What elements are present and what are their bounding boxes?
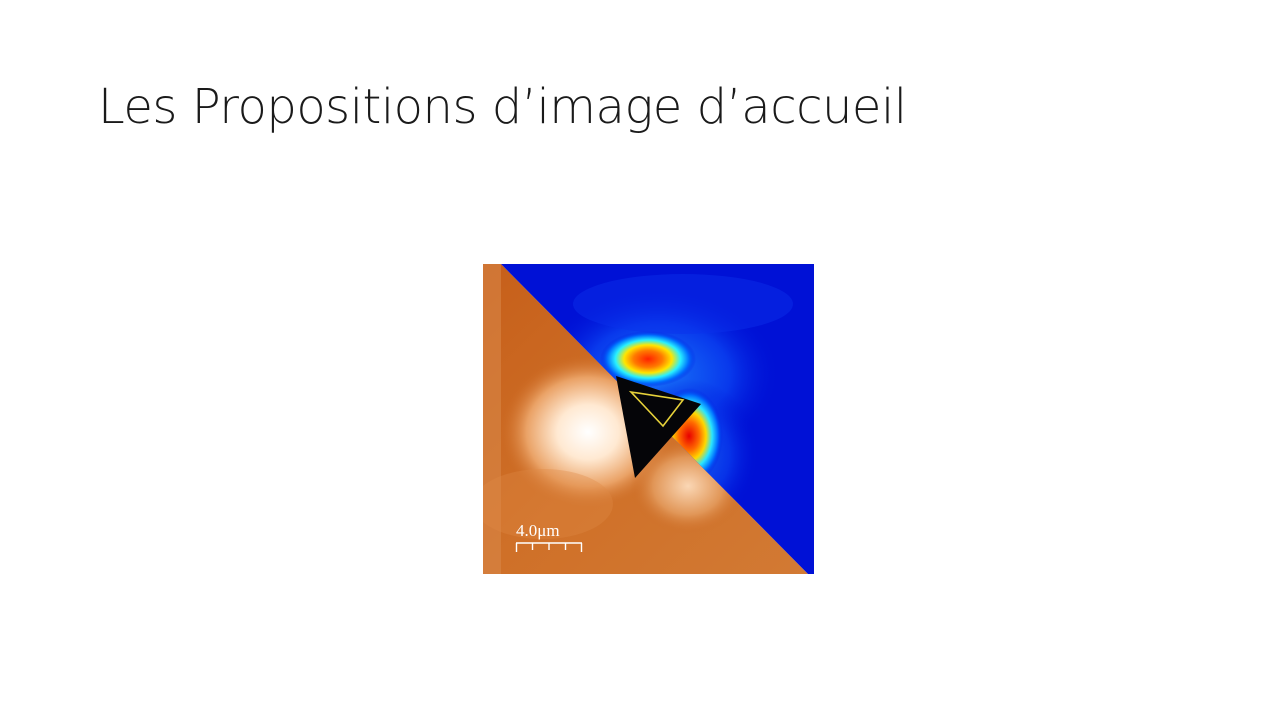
field-hotspot-top bbox=[600, 331, 696, 387]
tip-outline bbox=[628, 390, 685, 428]
scale-bar-label: 4.0μm bbox=[516, 521, 560, 540]
afm-field-svg: 4.0μm bbox=[483, 264, 814, 574]
slide-title: Les Propositions d’image d’accueil bbox=[98, 79, 907, 135]
tip-shadow bbox=[616, 376, 701, 478]
afm-field-image: 4.0μm bbox=[483, 264, 814, 574]
scale-bar: 4.0μm bbox=[515, 521, 583, 552]
